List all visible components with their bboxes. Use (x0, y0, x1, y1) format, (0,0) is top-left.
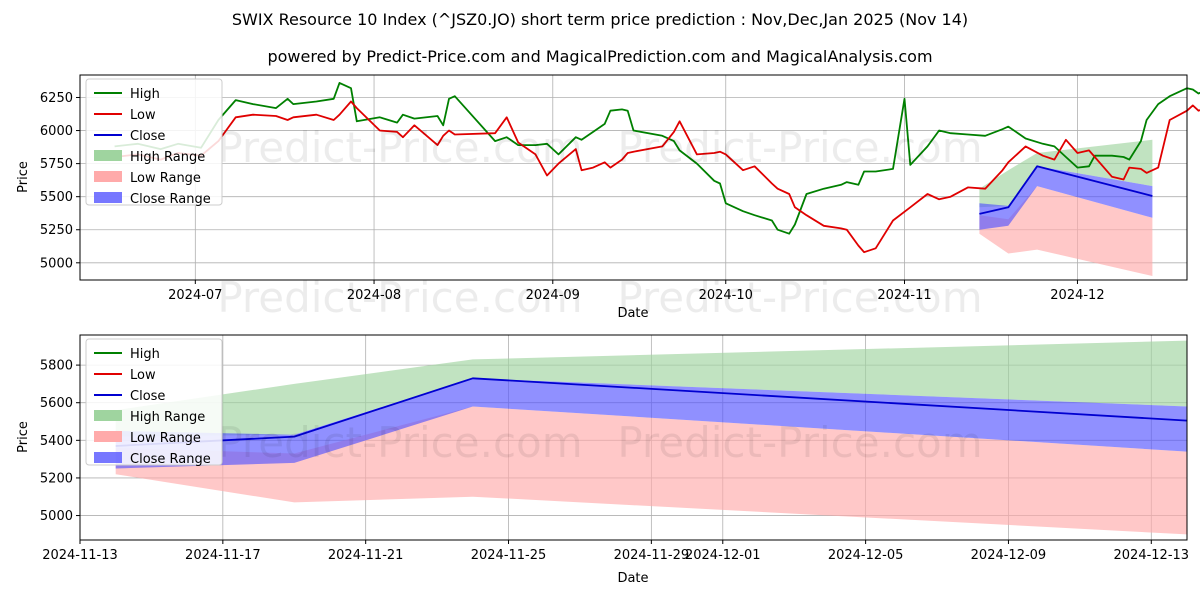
top-x-tick-label: 2024-08 (347, 288, 401, 303)
top-y-tick-label: 6000 (40, 124, 73, 139)
legend-label: Close Range (130, 452, 211, 467)
top-y-tick-label: 5250 (40, 223, 73, 238)
legend-label: Low Range (130, 171, 201, 186)
legend-swatch-4 (94, 171, 122, 182)
bot-x-tick-label: 2024-12-01 (685, 548, 761, 563)
top-x-axis-label: Date (617, 306, 648, 321)
top-range-bands (979, 139, 1153, 276)
legend-label: Low (130, 368, 156, 383)
bot-x-tick-label: 2024-12-13 (1114, 548, 1190, 563)
bot-y-tick-label: 5600 (40, 396, 73, 411)
bottom-y-axis-label: Price (16, 421, 31, 453)
top-y-axis: 5000 5250 5500 5750 6000 6250 (40, 91, 80, 271)
top-x-tick-label: 2024-07 (168, 288, 222, 303)
top-x-tick-label: 2024-11 (877, 288, 931, 303)
top-y-tick-label: 5750 (40, 157, 73, 172)
legend-label: Low (130, 108, 156, 123)
top-legend: High Low Close High Range Low Range Close Ran… (85, 78, 223, 207)
watermark-text: Predict-Price.com (617, 418, 982, 467)
legend-label: Close Range (130, 192, 211, 207)
top-y-tick-label: 5000 (40, 256, 73, 271)
top-y-axis-label: Price (16, 161, 31, 193)
top-high-range-band (979, 139, 1153, 208)
bot-y-tick-label: 5000 (40, 509, 73, 524)
bot-x-tick-label: 2024-12-05 (828, 548, 904, 563)
top-x-axis: 2024-07 2024-08 2024-09 2024-10 2024-11 2024-… (168, 280, 1105, 303)
top-low-line (114, 100, 1200, 254)
bottom-axes-frame (79, 334, 1188, 541)
bot-x-tick-label: 2024-11-13 (42, 548, 118, 563)
top-low-range-band (979, 186, 1153, 276)
top-price-lines (114, 82, 1200, 254)
legend-swatch-3 (94, 410, 122, 421)
legend-label: High Range (130, 150, 205, 165)
top-x-tick-label: 2024-10 (699, 288, 753, 303)
legend-label: High Range (130, 410, 205, 425)
top-close-range-band (979, 166, 1153, 230)
legend-label: Close (130, 389, 165, 404)
bot-y-tick-label: 5800 (40, 359, 73, 374)
bottom-watermark: Predict-Price.com Predict-Price.com (217, 418, 982, 467)
legend-swatch-5 (94, 192, 122, 203)
top-x-tick-label: 2024-12 (1050, 288, 1104, 303)
chart-subtitle: powered by Predict-Price.com and Magical… (267, 47, 932, 66)
watermark-text: Predict-Price.com (217, 418, 582, 467)
bot-x-tick-label: 2024-11-21 (328, 548, 404, 563)
top-high-line (114, 82, 1200, 235)
bot-x-tick-label: 2024-12-09 (971, 548, 1047, 563)
bot-x-tick-label: 2024-11-29 (614, 548, 690, 563)
bot-x-tick-label: 2024-11-17 (185, 548, 261, 563)
top-x-tick-label: 2024-09 (526, 288, 580, 303)
legend-label: Low Range (130, 431, 201, 446)
legend-label: Close (130, 129, 165, 144)
top-plot-panel: Predict-Price.com Predict-Price.com Predic… (16, 74, 1200, 322)
bottom-plot-panel: Predict-Price.com Predict-Price.com 50005… (16, 334, 1189, 586)
legend-swatch-5 (94, 452, 122, 463)
bottom-high-range-band (115, 340, 1188, 437)
watermark-text: Predict-Price.com (617, 123, 982, 172)
bottom-close-range-band (115, 378, 1188, 469)
top-close-line (979, 165, 1153, 215)
bottom-low-range-band (115, 406, 1188, 535)
watermark-text: Predict-Price.com (217, 273, 582, 322)
legend-swatch-3 (94, 150, 122, 161)
top-axes-frame (79, 74, 1188, 281)
bottom-x-axis-label: Date (617, 571, 648, 586)
bottom-x-axis: 2024-11-13 2024-11-17 2024-11-21 2024-11-25… (42, 540, 1189, 563)
bottom-y-axis: 5000 5200 5400 5600 5800 (40, 359, 80, 524)
top-watermark: Predict-Price.com Predict-Price.com Predic… (217, 123, 982, 322)
legend-label: High (130, 347, 160, 362)
top-y-tick-label: 5500 (40, 190, 73, 205)
bot-y-tick-label: 5200 (40, 471, 73, 486)
chart-title: SWIX Resource 10 Index (^JSZ0.JO) short … (232, 10, 968, 29)
bot-x-tick-label: 2024-11-25 (471, 548, 547, 563)
watermark-text: Predict-Price.com (217, 123, 582, 172)
bot-y-tick-label: 5400 (40, 434, 73, 449)
top-y-tick-label: 6250 (40, 91, 73, 106)
watermark-text: Predict-Price.com (617, 273, 982, 322)
bottom-range-bands (115, 340, 1188, 535)
legend-label: High (130, 87, 160, 102)
bottom-legend: High Low Close High Range Low Range Close Ran… (85, 338, 223, 467)
legend-swatch-4 (94, 431, 122, 442)
